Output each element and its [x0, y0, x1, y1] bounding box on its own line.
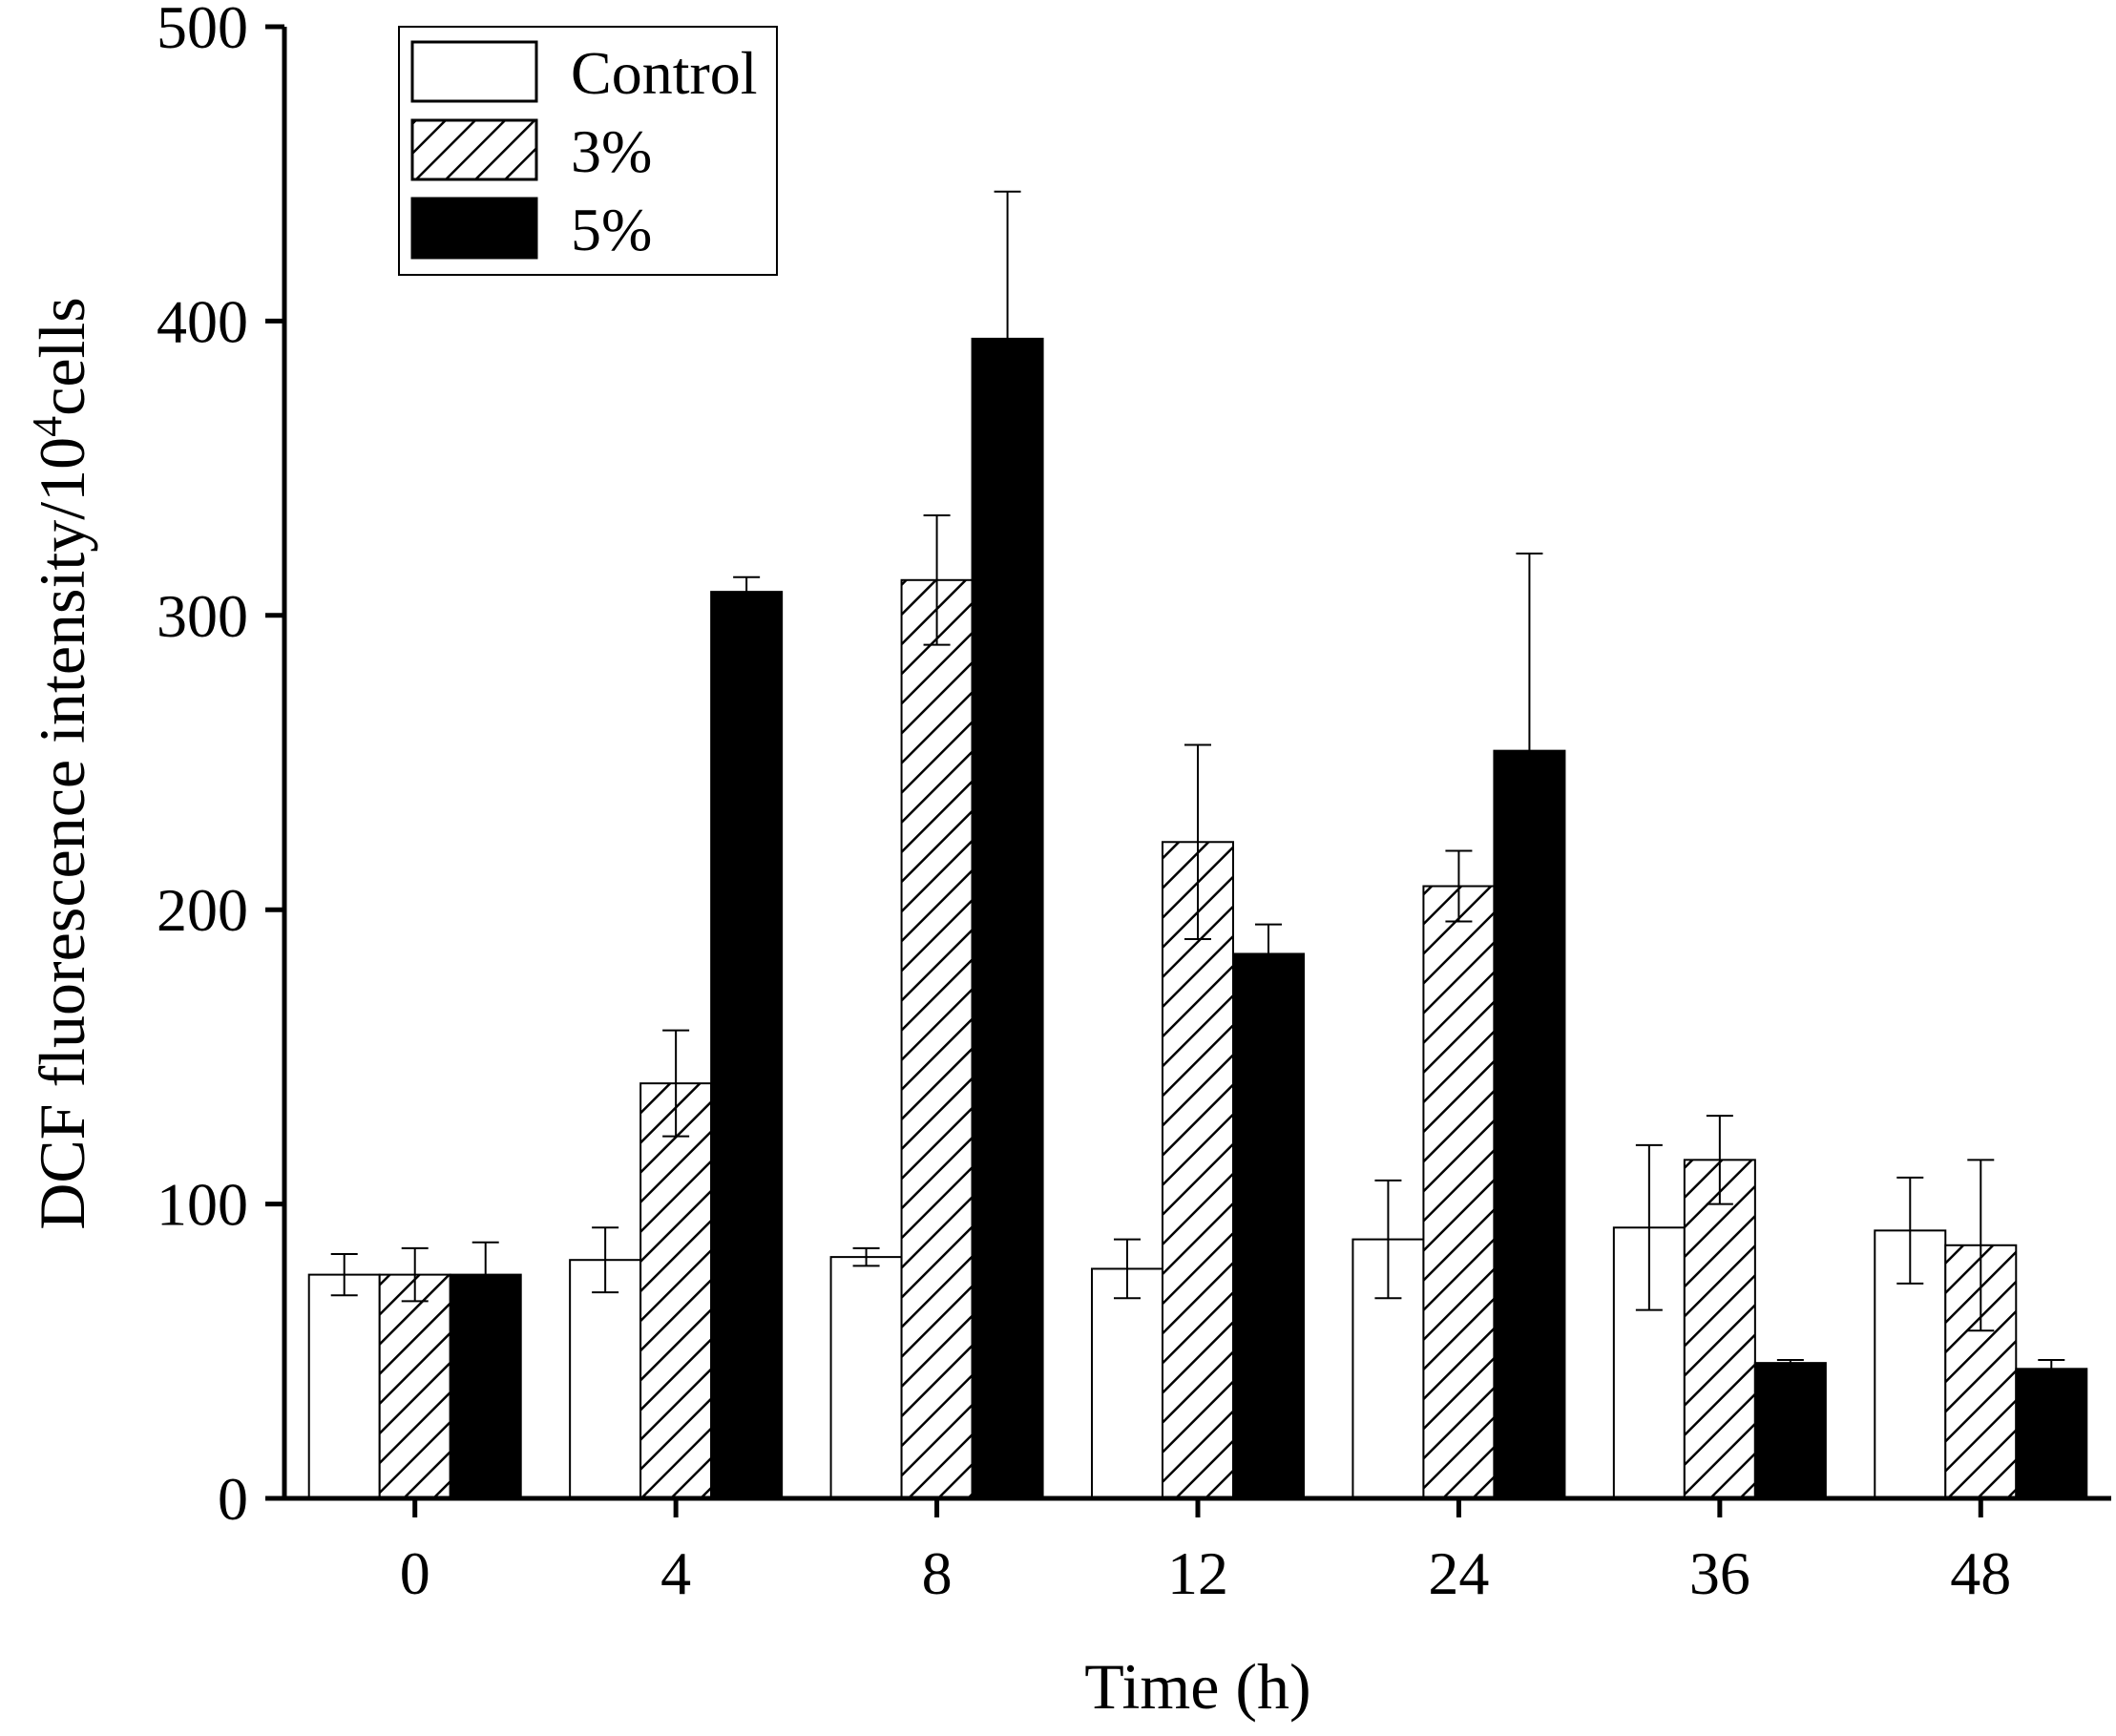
bar: [2015, 1368, 2088, 1499]
x-tick-label: 48: [1950, 1539, 2011, 1607]
y-axis-title: DCF fluorescence intensity/104cells: [24, 297, 98, 1230]
error-bars-group: [330, 190, 2065, 1379]
x-tick-label: 4: [660, 1539, 691, 1607]
bar: [449, 1273, 522, 1499]
bar: [1422, 885, 1496, 1499]
bar: [569, 1259, 642, 1500]
y-axis-title-superscript: 4: [24, 416, 71, 437]
bar: [971, 337, 1044, 1499]
y-tick-label: 500: [157, 0, 248, 61]
y-tick-label: 300: [157, 582, 248, 650]
legend-label: 3%: [571, 117, 652, 185]
x-tick-label: 12: [1167, 1539, 1228, 1607]
x-ticks-group: 0 4 8 12 24 36 48: [400, 1498, 2011, 1607]
bar: [1683, 1159, 1756, 1499]
x-tick-label: 8: [922, 1539, 953, 1607]
legend: Control 3% 5%: [398, 26, 778, 276]
x-tick-label: 0: [400, 1539, 430, 1607]
bar: [1162, 841, 1234, 1499]
bar: [829, 1256, 903, 1500]
y-tick-label: 0: [218, 1465, 248, 1533]
y-tick-label: 400: [157, 287, 248, 355]
bar: [307, 1273, 381, 1499]
bar: [639, 1082, 713, 1499]
bar: [710, 591, 784, 1499]
bar: [900, 578, 974, 1499]
y-axis-title-main: DCF fluorescence intensity/10: [26, 437, 98, 1230]
legend-swatch: [410, 40, 538, 103]
legend-label: 5%: [571, 196, 652, 263]
x-tick-label: 36: [1689, 1539, 1750, 1607]
bar: [1753, 1362, 1827, 1499]
y-tick-label: 200: [157, 876, 248, 944]
bar: [378, 1273, 451, 1499]
y-axis-title-tail: cells: [26, 297, 98, 416]
y-ticks-group: 0 100 200 300 400 500: [157, 0, 284, 1533]
bar: [1091, 1267, 1163, 1499]
bar: [1232, 952, 1305, 1499]
y-tick-label: 100: [157, 1171, 248, 1239]
x-tick-label: 24: [1428, 1539, 1489, 1607]
legend-swatch: [410, 197, 538, 260]
legend-swatch: [410, 118, 538, 181]
x-axis-title: Time (h): [1084, 1650, 1310, 1723]
legend-label: Control: [571, 39, 758, 107]
